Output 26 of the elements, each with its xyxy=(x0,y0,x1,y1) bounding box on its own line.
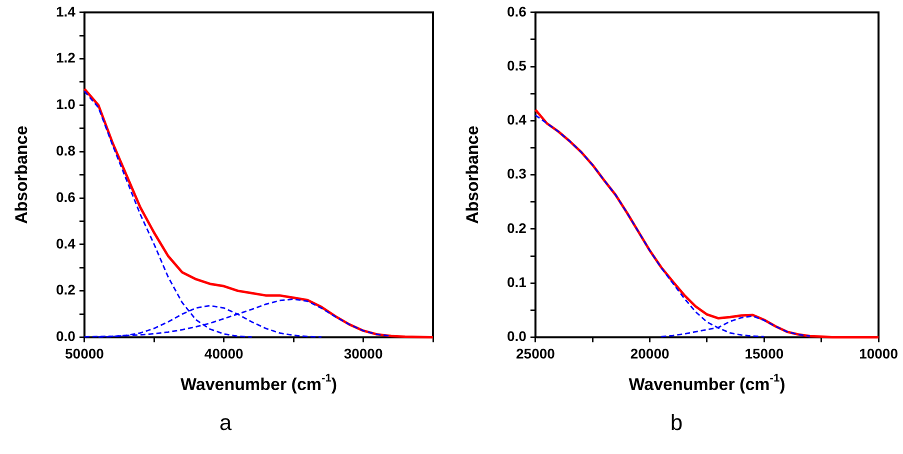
y-tick-label: 1.0 xyxy=(56,96,76,112)
x-tick-label: 40000 xyxy=(204,345,244,362)
y-tick-label: 0.5 xyxy=(506,57,527,74)
y-axis-title: Absorbance xyxy=(12,126,32,224)
y-tick-label: 0.4 xyxy=(56,235,76,252)
x-tick-label: 25000 xyxy=(516,345,556,362)
y-tick-label: 0.0 xyxy=(56,328,76,344)
y-tick-label: 0.0 xyxy=(506,328,527,344)
y-tick-label: 1.2 xyxy=(56,50,76,66)
y-tick-label: 0.8 xyxy=(56,142,76,158)
x-tick-label: 20000 xyxy=(630,345,670,362)
y-tick-label: 0.3 xyxy=(506,166,527,182)
text: b xyxy=(669,410,684,436)
y-tick-label: 0.2 xyxy=(56,282,76,298)
y-tick-label: 1.4 xyxy=(56,3,76,20)
y-tick-label: 0.6 xyxy=(506,3,527,20)
y-tick-label: 0.4 xyxy=(506,112,527,128)
text: a xyxy=(218,410,233,436)
x-tick-label: 30000 xyxy=(344,345,383,362)
y-tick-label: 0.2 xyxy=(506,220,527,236)
y-tick-label: 0.6 xyxy=(56,188,76,205)
x-tick-label: 10000 xyxy=(859,345,898,362)
y-tick-label: 0.1 xyxy=(506,274,527,290)
y-axis-title: Absorbance xyxy=(463,126,482,224)
x-tick-label: 50000 xyxy=(64,345,104,362)
x-tick-label: 15000 xyxy=(744,345,784,362)
